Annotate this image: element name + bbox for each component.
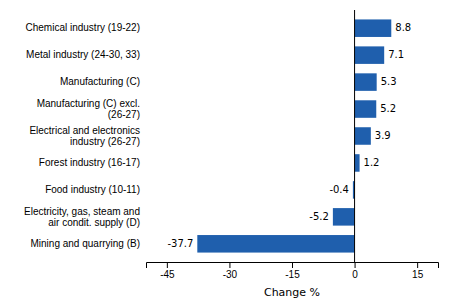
- bar: [355, 154, 360, 172]
- x-tick-mark: [417, 262, 418, 268]
- y-tick-label: Food industry (10-11): [45, 184, 140, 195]
- x-axis-title: Change %: [264, 286, 320, 299]
- y-tick: Mining and quarrying (B): [31, 238, 147, 249]
- bar: [355, 73, 377, 91]
- bars: [197, 19, 391, 252]
- data-label: 3.9: [375, 130, 391, 141]
- data-label: 8.8: [395, 22, 411, 33]
- y-tick-label: Manufacturing (C): [60, 76, 140, 87]
- y-tick-label: Metal industry (24-30, 33): [26, 49, 140, 60]
- y-tick: Forest industry (16-17): [39, 157, 146, 168]
- data-label: 7.1: [388, 49, 404, 60]
- data-label: 1.2: [364, 157, 380, 168]
- data-label: -0.4: [329, 184, 349, 195]
- x-tick-label: 15: [412, 269, 424, 280]
- y-tick-label: Mining and quarrying (B): [31, 238, 141, 249]
- x-axis: -45 -30 -15 0 15: [147, 262, 439, 280]
- y-tick-label: Electrical and electronicsindustry (26-2…: [29, 125, 140, 147]
- zero-line: [354, 10, 355, 262]
- x-tick: -30: [223, 262, 238, 280]
- x-tick-label: -45: [160, 269, 175, 280]
- x-tick: 15: [412, 262, 424, 280]
- y-tick: Metal industry (24-30, 33): [26, 49, 146, 60]
- x-tick: 0: [352, 262, 358, 280]
- y-tick-label: Manufacturing (C) excl.(26-27): [37, 98, 140, 120]
- bar: [355, 19, 392, 37]
- x-tick-label: -15: [285, 269, 300, 280]
- x-axis-line: [147, 263, 439, 269]
- bar: [197, 235, 354, 253]
- x-tick-label: -30: [223, 269, 238, 280]
- chart: -45 -30 -15 0 15 Chemical industry (19-22) Met…: [0, 0, 454, 302]
- data-label: -37.7: [167, 238, 193, 249]
- y-tick: Manufacturing (C) excl.(26-27): [37, 98, 146, 120]
- bar: [355, 46, 385, 64]
- x-tick-mark: [355, 262, 356, 268]
- y-tick: Manufacturing (C): [60, 76, 146, 87]
- x-tick-mark: [292, 262, 293, 268]
- y-tick: Electricity, gas, steam andair condit. s…: [24, 206, 146, 228]
- data-label: 5.2: [380, 103, 396, 114]
- x-tick: -45: [160, 262, 175, 280]
- data-label: -5.2: [309, 211, 329, 222]
- x-tick-mark: [229, 262, 230, 268]
- y-axis: Chemical industry (19-22) Metal industry …: [24, 22, 146, 249]
- y-tick-label: Forest industry (16-17): [39, 157, 140, 168]
- data-label: 5.3: [381, 76, 397, 87]
- y-tick: Chemical industry (19-22): [26, 22, 147, 33]
- bar: [333, 208, 355, 226]
- x-tick-label: 0: [352, 269, 358, 280]
- y-tick-label: Electricity, gas, steam andair condit. s…: [24, 206, 140, 228]
- x-tick: -15: [285, 262, 300, 280]
- y-tick: Electrical and electronicsindustry (26-2…: [29, 125, 146, 147]
- bar: [355, 127, 371, 145]
- y-tick-label: Chemical industry (19-22): [26, 22, 141, 33]
- data-labels: 8.8 7.1 5.3 5.2 3.9 1.2 -0.4 -5.2 -37.7: [167, 22, 411, 249]
- y-tick: Food industry (10-11): [45, 184, 146, 195]
- bar: [355, 100, 377, 118]
- x-tick-mark: [167, 262, 168, 268]
